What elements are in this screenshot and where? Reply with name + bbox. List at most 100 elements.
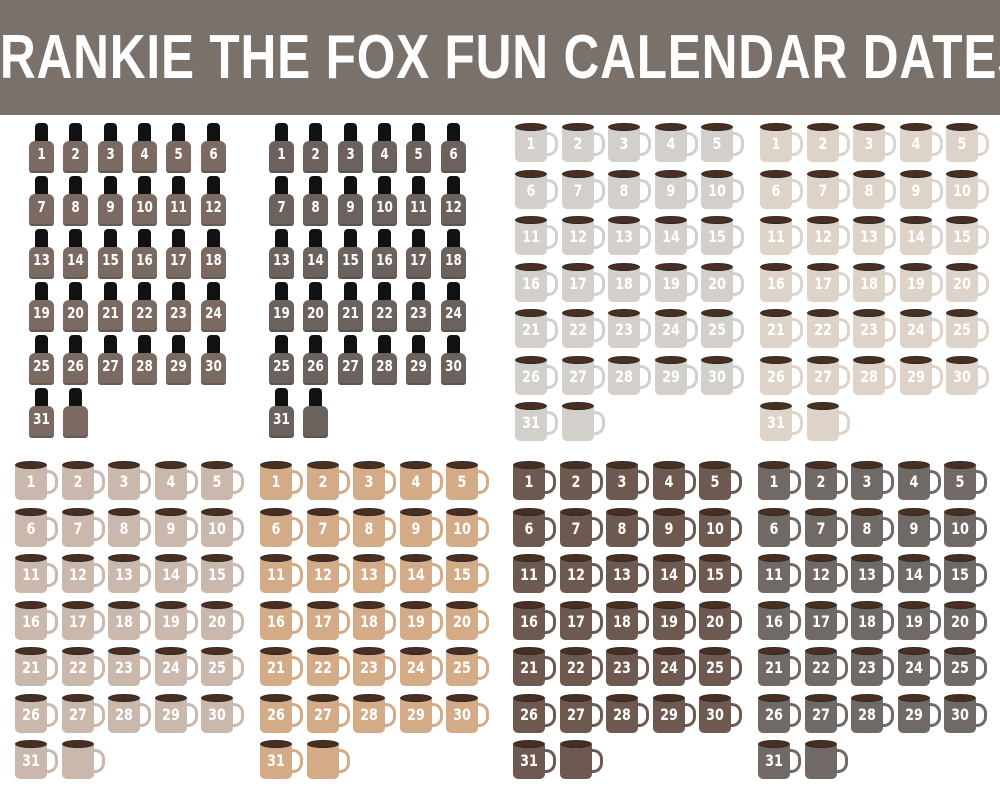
date-number: 8 — [71, 198, 80, 216]
date-number: 24 — [661, 320, 680, 339]
date-number: 10 — [208, 518, 227, 538]
date-number: 25 — [208, 658, 227, 677]
date-number: 16 — [520, 611, 538, 631]
date-number: 13 — [860, 227, 879, 246]
date-number: 9 — [664, 518, 674, 538]
date-number: 5 — [955, 472, 965, 491]
date-number: 17 — [811, 611, 830, 631]
date-number: 22 — [568, 320, 587, 339]
date-number: 3 — [364, 472, 374, 491]
date-number: 2 — [318, 472, 328, 491]
date-number: 24 — [904, 658, 923, 677]
date-number: 21 — [765, 658, 783, 677]
date-number: 18 — [444, 251, 462, 269]
date-number: 18 — [613, 611, 632, 631]
date-number: 28 — [136, 357, 153, 375]
date-number: 25 — [951, 658, 970, 677]
date-number: 19 — [406, 611, 425, 631]
date-number: 30 — [953, 366, 972, 386]
date-number: 23 — [860, 320, 879, 339]
date-number: 4 — [411, 472, 421, 491]
date-number: 6 — [26, 518, 36, 538]
date-number: 20 — [307, 304, 325, 322]
date-number: 28 — [376, 357, 393, 375]
date-number: 30 — [708, 366, 727, 386]
date-number: 31 — [33, 410, 50, 428]
date-number: 27 — [811, 704, 830, 724]
date-number: 1 — [37, 145, 46, 163]
date-number: 7 — [573, 180, 583, 200]
date-number: 5 — [957, 134, 967, 153]
date-number: 17 — [68, 611, 87, 631]
date-number: 12 — [68, 565, 87, 584]
date-number: 13 — [858, 565, 877, 584]
date-number: 9 — [909, 518, 919, 538]
date-number: 7 — [571, 518, 581, 538]
page-title: FRANKIE THE FOX FUN CALENDAR DATES — [0, 23, 1000, 92]
date-number: 12 — [313, 565, 332, 584]
date-number: 29 — [406, 704, 425, 724]
date-number: 3 — [619, 134, 629, 153]
date-number: 2 — [73, 472, 83, 491]
date-number: 12 — [568, 227, 587, 246]
date-number: 29 — [906, 366, 925, 386]
date-number: 6 — [448, 145, 458, 163]
date-number: 17 — [566, 611, 585, 631]
date-number: 14 — [307, 251, 325, 269]
date-number: 24 — [406, 658, 425, 677]
date-number: 17 — [410, 251, 428, 269]
date-number: 1 — [277, 145, 286, 163]
date-number: 18 — [858, 611, 877, 631]
date-number: 19 — [33, 304, 50, 322]
date-number: 4 — [909, 472, 919, 491]
date-number: 30 — [706, 704, 725, 724]
date-number: 31 — [273, 410, 290, 428]
date-number: 17 — [170, 251, 188, 269]
date-number: 4 — [380, 145, 389, 163]
date-number: 1 — [524, 472, 534, 491]
date-number: 13 — [360, 565, 379, 584]
date-number: 6 — [769, 518, 779, 538]
date-number: 7 — [73, 518, 83, 538]
date-number: 7 — [818, 180, 828, 200]
date-number: 28 — [360, 704, 379, 724]
date-number: 2 — [818, 134, 828, 153]
date-number: 14 — [661, 227, 680, 246]
date-number: 22 — [376, 304, 393, 322]
date-number: 18 — [115, 611, 134, 631]
date-number: 20 — [706, 611, 725, 631]
date-number: 29 — [904, 704, 923, 724]
date-number: 24 — [444, 304, 462, 322]
date-number: 31 — [522, 413, 540, 432]
date-number: 16 — [22, 611, 40, 631]
date-number: 18 — [204, 251, 222, 269]
date-number: 30 — [951, 704, 970, 724]
date-number: 15 — [208, 565, 227, 584]
date-number: 5 — [712, 134, 722, 153]
date-number: 13 — [115, 565, 134, 584]
date-number: 27 — [313, 704, 332, 724]
date-number: 8 — [311, 198, 320, 216]
date-number: 20 — [208, 611, 227, 631]
date-number: 23 — [410, 304, 428, 322]
date-number: 2 — [571, 472, 581, 491]
date-number: 26 — [522, 366, 540, 386]
date-number: 4 — [664, 472, 674, 491]
date-number: 3 — [119, 472, 129, 491]
date-number: 8 — [617, 518, 627, 538]
date-number: 25 — [453, 658, 472, 677]
date-number: 12 — [204, 198, 222, 216]
date-number: 4 — [166, 472, 176, 491]
date-number: 7 — [277, 198, 286, 216]
date-number: 11 — [767, 227, 785, 246]
date-number: 23 — [170, 304, 188, 322]
date-number: 13 — [613, 565, 632, 584]
date-number: 28 — [858, 704, 877, 724]
date-number: 9 — [666, 180, 676, 200]
date-number: 25 — [706, 658, 725, 677]
date-number: 19 — [661, 273, 680, 293]
date-number: 10 — [951, 518, 970, 538]
date-number: 3 — [345, 145, 355, 163]
date-number: 30 — [444, 357, 462, 375]
date-number: 1 — [271, 472, 281, 491]
